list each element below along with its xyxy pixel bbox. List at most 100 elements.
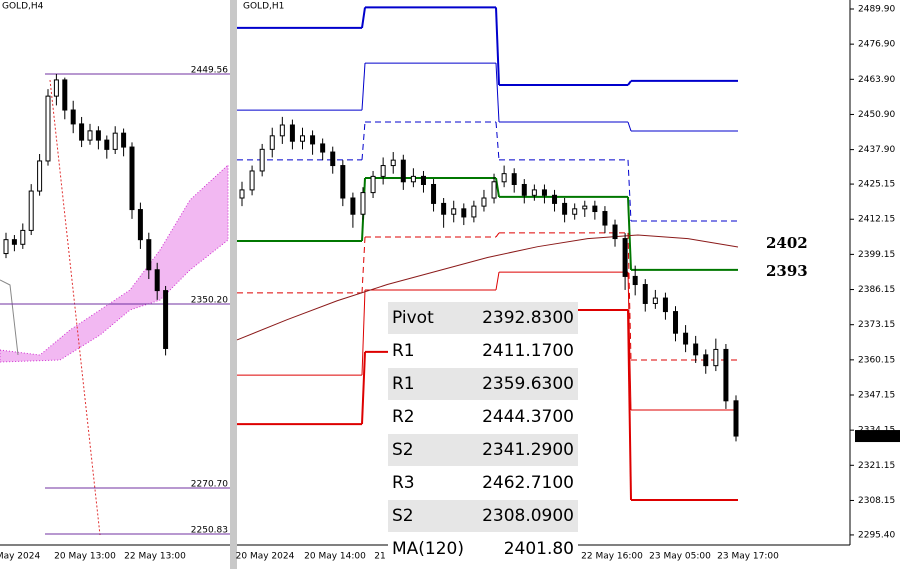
candle-body [420, 175, 426, 185]
candle-body [79, 123, 85, 141]
level-step [627, 121, 632, 132]
candle-body [733, 400, 739, 437]
time-label: 20 May 2024 [236, 552, 295, 562]
price-label: 2250.83 [191, 526, 228, 536]
candle-body [602, 211, 608, 226]
level-step [627, 196, 632, 270]
candle-body [146, 239, 152, 271]
candle-body [249, 170, 255, 191]
level-step [361, 289, 366, 376]
candle-body [104, 139, 110, 150]
level-value: 2444.3700 [472, 400, 578, 434]
pivot-table: Pivot 2392.8300 R1 2411.1700 R1 2359.6300 R2 24… [388, 302, 578, 566]
y-tick-label: 2476.90 [858, 40, 895, 50]
time-label: 20 May 13:00 [54, 552, 116, 562]
candle-body [95, 130, 101, 141]
candle-body [410, 175, 416, 183]
candle-body [632, 275, 638, 286]
table-row: R3 2462.7100 [388, 466, 578, 500]
level-name: R1 [388, 367, 473, 401]
y-tick-label: 2321.15 [858, 461, 895, 471]
y-tick-label: 2399.15 [858, 250, 895, 260]
table-row: S2 2308.0900 [388, 499, 578, 533]
moving-average [236, 234, 739, 341]
level-step [495, 63, 500, 123]
level-annotation: 2393 [766, 262, 808, 280]
candle-body [461, 208, 467, 218]
candle-body [511, 173, 517, 185]
level-annotation: 2402 [766, 234, 808, 252]
level-value: 2341.2900 [472, 433, 578, 467]
y-tick-label: 2489.90 [858, 5, 895, 15]
level-step [495, 7, 500, 86]
candle-body [154, 269, 160, 292]
candle-body [289, 124, 295, 142]
y-tick-label: 2450.90 [858, 110, 895, 120]
ichimoku-cloud [0, 163, 229, 363]
level-name: MA(120) [388, 532, 473, 566]
price-label: 2350.20 [191, 296, 228, 306]
y-tick-label: 2295.40 [858, 530, 895, 540]
indicator-line [0, 279, 19, 356]
right-symbol: GOLD,H1 [243, 2, 284, 12]
candle-body [390, 159, 396, 167]
level-value: 2359.6300 [472, 367, 578, 401]
candle-body [45, 95, 51, 162]
candle-body [20, 229, 26, 245]
candle-body [269, 135, 275, 150]
level-step [361, 236, 366, 293]
time-label: May 2024 [0, 552, 40, 562]
level-step [361, 7, 366, 29]
y-tick-label: 2373.15 [858, 320, 895, 330]
candle-body [121, 132, 127, 148]
candle-body [491, 181, 497, 199]
candle-body [441, 202, 447, 215]
current-price: 2331.97 [858, 432, 895, 442]
level-step [361, 121, 366, 160]
price-label: 2449.56 [191, 66, 228, 76]
candle-body [70, 109, 76, 125]
candle-body [87, 130, 93, 141]
candle-body [713, 348, 719, 367]
y-tick-label: 2386.15 [858, 285, 895, 295]
candle-body [259, 148, 265, 172]
y-tick-label: 2308.15 [858, 496, 895, 506]
candle-body [481, 197, 487, 207]
table-row: R2 2444.3700 [388, 400, 578, 434]
y-tick-label: 2347.15 [858, 390, 895, 400]
time-label: 21 [374, 552, 385, 562]
candle-body [562, 202, 568, 215]
level-name: R1 [388, 334, 473, 368]
candle-body [673, 311, 679, 334]
level-step [627, 309, 632, 501]
level-step [361, 63, 366, 111]
time-label: 20 May 14:00 [304, 552, 366, 562]
time-label: 22 May 16:00 [581, 552, 643, 562]
y-tick-label: 2463.90 [858, 75, 895, 85]
candle-body [541, 189, 547, 196]
candle-body [330, 151, 336, 167]
level-step [495, 272, 500, 291]
candle-body [683, 332, 689, 345]
candle-body [723, 348, 729, 402]
level-value: 2462.7100 [472, 466, 578, 500]
level-step [627, 232, 632, 360]
price-label: 2270.70 [191, 480, 228, 490]
candle-body [28, 190, 34, 231]
candle-body [622, 238, 628, 277]
candle-body [239, 189, 245, 199]
candle-body [471, 205, 477, 218]
current-price-box [855, 430, 900, 443]
level-step [495, 177, 500, 198]
pane-separator [230, 0, 237, 569]
candle-body [360, 192, 366, 215]
candle-body [431, 183, 437, 204]
candle-body [370, 175, 376, 194]
candle-body [3, 239, 9, 255]
candle-body [652, 297, 658, 304]
candle-body [521, 183, 527, 196]
candle-body [501, 173, 507, 183]
level-value: 2411.1700 [472, 334, 578, 368]
candle-body [53, 79, 59, 97]
level-name: R3 [388, 466, 473, 500]
